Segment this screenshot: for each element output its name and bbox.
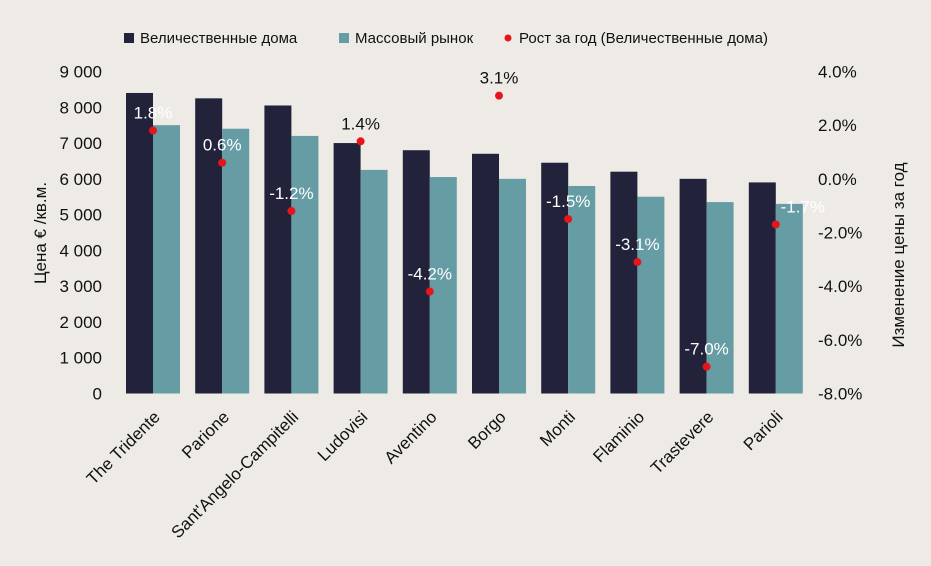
bar-mass-market (568, 185, 596, 394)
x-tick-label: Ludovisi (314, 407, 372, 465)
growth-data-label: -1.5% (546, 192, 590, 211)
x-tick-label: The Tridente (83, 407, 164, 488)
growth-data-label: -1.7% (781, 197, 825, 216)
bar-grand-homes (264, 105, 292, 394)
y2-tick-label: -8.0% (818, 385, 862, 404)
bar-grand-homes (610, 171, 638, 394)
x-tick-label: Parioli (740, 407, 787, 454)
x-tick-label: Borgo (464, 407, 510, 453)
y-tick-label: 6 000 (59, 170, 102, 189)
x-tick-label: Parione (178, 407, 233, 462)
y-tick-label: 7 000 (59, 134, 102, 153)
growth-dot (771, 220, 780, 229)
bar-mass-market (775, 203, 803, 394)
y2-tick-label: -6.0% (818, 331, 862, 350)
legend-label-growth: Рост за год (Величественные дома) (519, 30, 768, 47)
bar-mass-market (153, 125, 180, 394)
legend-swatch-mass-market (339, 33, 349, 43)
growth-data-label: -7.0% (684, 340, 728, 359)
growth-data-label: 3.1% (480, 69, 519, 88)
growth-dot (287, 207, 296, 216)
legend-marker-growth (504, 34, 512, 42)
bar-mass-market (706, 202, 734, 394)
y-tick-label: 9 000 (59, 63, 102, 82)
growth-dot (495, 91, 503, 100)
growth-data-label: -3.1% (615, 235, 659, 254)
bar-grand-homes (472, 153, 499, 394)
bar-grand-homes (679, 178, 707, 394)
x-tick-label: Sant'Angelo-Campitelli (168, 407, 303, 542)
legend-label-mass-market: Массовый рынок (355, 30, 474, 47)
growth-dot (149, 126, 157, 135)
growth-dot (702, 362, 711, 371)
y-tick-label: 1 000 (59, 349, 102, 368)
y2-tick-label: 2.0% (818, 116, 857, 135)
growth-dot (425, 287, 434, 296)
growth-dot (218, 158, 227, 167)
bar-grand-homes (195, 98, 223, 394)
y2-axis-title: Изменение цены за год (889, 162, 908, 347)
y-tick-label: 3 000 (59, 277, 102, 296)
bar-grand-homes (333, 143, 361, 394)
growth-dot (564, 215, 573, 224)
x-tick-label: Flaminio (589, 407, 648, 466)
y-tick-label: 2 000 (59, 313, 102, 332)
bar-mass-market (291, 135, 319, 394)
x-tick-label: Trastevere (647, 407, 717, 477)
y-tick-label: 0 (93, 385, 102, 404)
growth-data-label: 1.8% (134, 104, 173, 123)
y2-tick-label: 4.0% (818, 63, 857, 82)
growth-data-label: -1.2% (269, 184, 313, 203)
growth-dot (356, 137, 365, 146)
y-tick-label: 8 000 (59, 98, 102, 117)
y2-tick-label: 0.0% (818, 170, 857, 189)
bar-mass-market (360, 169, 388, 394)
bar-grand-homes (748, 182, 776, 394)
y2-tick-label: -4.0% (818, 277, 862, 296)
bar-grand-homes (541, 162, 569, 394)
legend-swatch-grand-homes (124, 33, 134, 43)
y-tick-label: 5 000 (59, 206, 102, 225)
legend-label-grand-homes: Величественные дома (140, 30, 298, 47)
growth-dot (633, 258, 642, 267)
bar-grand-homes (126, 92, 153, 394)
y-tick-label: 4 000 (59, 241, 102, 260)
bar-mass-market (637, 196, 665, 394)
bar-mass-market (222, 128, 250, 394)
bar-mass-market (429, 177, 457, 394)
x-tick-label: Monti (536, 407, 579, 450)
growth-data-label: 0.6% (203, 136, 242, 155)
y-axis-title: Цена € /кв.м. (31, 182, 50, 284)
bar-mass-market (499, 178, 526, 394)
bar-grand-homes (402, 150, 430, 394)
growth-data-label: -4.2% (408, 265, 452, 284)
x-tick-label: Aventino (381, 407, 441, 467)
growth-data-label: 1.4% (341, 114, 380, 133)
y2-tick-label: -2.0% (818, 224, 862, 243)
